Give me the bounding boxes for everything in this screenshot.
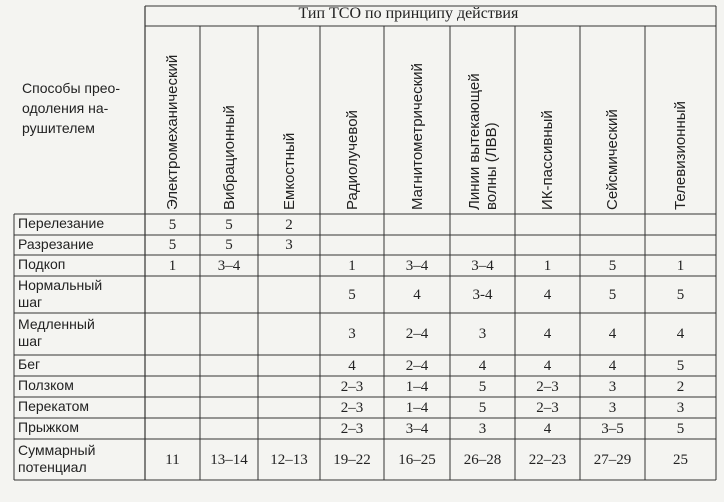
table-cell: 3–4	[471, 257, 494, 274]
column-header: Линии вытекающей	[465, 73, 483, 210]
table-cell: 4	[608, 326, 617, 342]
table-cell: 2–3	[536, 399, 559, 416]
table-cell: 5	[478, 378, 487, 395]
table-cell: 26–28	[463, 451, 502, 468]
table-cell: 3	[285, 237, 293, 253]
column-header: волны (ЛВВ)	[482, 122, 500, 210]
column-header: Вибрационный	[220, 105, 238, 210]
table-cell: 4	[543, 286, 552, 303]
row-label: Бег	[18, 356, 41, 372]
table-cell: 1	[168, 257, 177, 274]
table-cell: 3	[348, 326, 356, 342]
table-cell: 5	[608, 286, 617, 303]
row-label: Подкоп	[18, 256, 66, 272]
table-cell: 2–3	[340, 420, 364, 437]
table-cell: 3–4	[405, 420, 429, 437]
group-header: Тип ТСО по принципу действия	[298, 5, 519, 22]
table-cell: 2–4	[405, 357, 429, 374]
table-cell: 1–4	[405, 399, 429, 416]
table-cell: 3	[478, 420, 487, 437]
table-cell: 3–5	[601, 420, 624, 437]
table-cell: 5	[168, 216, 177, 233]
table-cell: 4	[608, 357, 617, 374]
table-cell: 3	[478, 326, 487, 342]
table-cell: 1	[348, 257, 356, 274]
row-header-line: одоления на-	[22, 100, 109, 116]
table-cell: 3	[608, 378, 617, 395]
row-label: Медленный	[18, 316, 95, 332]
row-label: шаг	[18, 333, 43, 349]
table-cell: 2–3	[340, 378, 364, 395]
table-cell: 5	[225, 237, 233, 253]
table-cell: 5	[676, 286, 685, 303]
table-cell: 5	[676, 420, 685, 437]
table-cell: 11	[165, 451, 180, 468]
column-header: Сейсмический	[604, 109, 621, 210]
column-header: Магнитометрический	[408, 63, 426, 210]
table-cell: 4	[543, 420, 552, 437]
table-cell: 5	[348, 286, 356, 303]
table-cell: 3–4	[405, 257, 429, 274]
row-label: Перелезание	[18, 215, 105, 231]
table-cell: 5	[168, 237, 177, 253]
table-cell: 27–29	[593, 451, 632, 468]
table-cell: 4	[543, 357, 552, 374]
row-header-line: рушителем	[22, 120, 95, 136]
table-cell: 5	[608, 257, 617, 274]
column-header: ИК-пассивный	[539, 110, 556, 210]
table-cell: 2	[285, 216, 293, 233]
table-cell: 2–3	[536, 378, 559, 395]
table-cell: 3-4	[472, 286, 493, 303]
table-cell: 4	[543, 326, 552, 342]
table-cell: 16–25	[398, 451, 436, 468]
table-cell: 3	[608, 399, 617, 416]
row-label: Разрезание	[18, 235, 94, 252]
table-cell: 5	[676, 357, 685, 374]
table-cell: 3–4	[217, 257, 241, 274]
table-cell: 13–14	[210, 451, 248, 468]
row-label: Суммарный	[18, 441, 96, 458]
table-cell: 1–4	[405, 378, 429, 395]
table-cell: 25	[673, 451, 688, 468]
table-cell: 12–13	[270, 451, 308, 468]
row-label: Нормальный	[18, 276, 103, 293]
table-cell: 22–23	[528, 451, 567, 468]
table-cell: 5	[478, 399, 487, 416]
table-cell: 2–3	[340, 399, 364, 416]
table-cell: 4	[478, 357, 487, 374]
row-label: шаг	[18, 293, 43, 310]
table-cell: 4	[348, 357, 356, 374]
table-cell: 2	[676, 378, 685, 395]
table-cell: 1	[676, 257, 685, 274]
table-cell: 1	[543, 257, 552, 274]
column-header: Радиолучевой	[343, 110, 361, 210]
table-cell: 19–22	[333, 451, 371, 468]
column-header: Электромеханический	[164, 54, 181, 210]
table-cell: 4	[413, 286, 421, 303]
table-cell: 3	[676, 399, 685, 416]
row-label: потенциал	[18, 458, 87, 475]
column-header: Телевизионный	[672, 101, 689, 210]
table-cell: 2–4	[405, 326, 429, 342]
row-label: Прыжком	[18, 419, 79, 435]
table-cell: 4	[676, 326, 685, 342]
table-cell: 5	[225, 216, 233, 233]
row-label: Ползком	[18, 377, 74, 393]
column-header: Емкостный	[280, 132, 298, 210]
row-header-line: Способы прео-	[22, 80, 120, 96]
row-label: Перекатом	[18, 398, 89, 414]
